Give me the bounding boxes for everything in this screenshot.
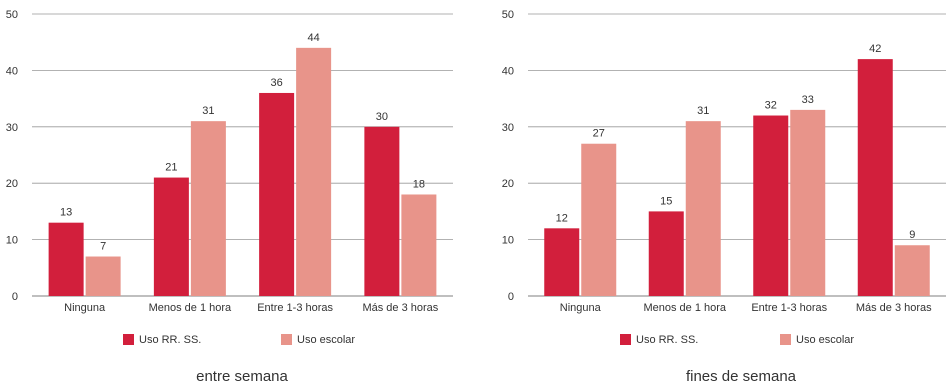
bar — [753, 115, 789, 297]
data-label: 44 — [308, 32, 320, 44]
y-tick-label: 20 — [6, 178, 18, 190]
data-label: 31 — [202, 105, 214, 117]
y-tick-label: 0 — [508, 291, 514, 303]
x-tick-label: Entre 1-3 horas — [751, 302, 827, 314]
legend-swatch — [123, 334, 134, 345]
legend-label: Uso RR. SS. — [139, 334, 201, 346]
data-label: 36 — [271, 77, 283, 89]
x-tick-label: Entre 1-3 horas — [257, 302, 333, 314]
y-tick-label: 20 — [502, 178, 514, 190]
bar — [364, 126, 400, 296]
data-label: 12 — [556, 212, 568, 224]
bar — [790, 109, 826, 296]
data-label: 30 — [376, 111, 388, 123]
y-tick-label: 30 — [6, 122, 18, 134]
chart-caption: fines de semana — [686, 368, 797, 385]
bar — [544, 228, 580, 296]
bar — [153, 177, 189, 296]
bar — [296, 47, 332, 297]
bar — [648, 211, 684, 296]
y-tick-label: 40 — [502, 65, 514, 77]
bar — [190, 121, 226, 296]
data-label: 15 — [660, 195, 672, 207]
data-label: 33 — [802, 94, 814, 106]
bar — [48, 222, 84, 296]
bar — [894, 245, 930, 296]
y-tick-label: 40 — [6, 65, 18, 77]
y-tick-label: 10 — [6, 235, 18, 247]
data-label: 32 — [765, 100, 777, 112]
bar — [401, 194, 437, 296]
chart-caption: entre semana — [196, 368, 288, 385]
bar — [581, 143, 617, 296]
data-label: 27 — [593, 128, 605, 140]
data-label: 18 — [413, 178, 425, 190]
y-tick-label: 0 — [12, 291, 18, 303]
bar — [259, 92, 295, 297]
x-tick-label: Más de 3 horas — [362, 302, 438, 314]
bar — [85, 256, 121, 296]
y-tick-label: 50 — [502, 9, 514, 21]
x-tick-label: Menos de 1 hora — [149, 302, 232, 314]
data-label: 42 — [869, 43, 881, 55]
legend-label: Uso escolar — [297, 334, 355, 346]
data-label: 21 — [165, 162, 177, 174]
data-label: 13 — [60, 207, 72, 219]
legend-swatch — [780, 334, 791, 345]
y-tick-label: 30 — [502, 122, 514, 134]
bar — [685, 121, 721, 296]
data-label: 7 — [100, 241, 106, 253]
legend-swatch — [281, 334, 292, 345]
data-label: 31 — [697, 105, 709, 117]
y-tick-label: 50 — [6, 9, 18, 21]
x-tick-label: Menos de 1 hora — [643, 302, 726, 314]
data-label: 9 — [909, 229, 915, 241]
x-tick-label: Ninguna — [64, 302, 106, 314]
legend-label: Uso RR. SS. — [636, 334, 698, 346]
bar — [857, 59, 893, 297]
y-tick-label: 10 — [502, 235, 514, 247]
x-tick-label: Más de 3 horas — [856, 302, 932, 314]
x-tick-label: Ninguna — [560, 302, 602, 314]
legend-label: Uso escolar — [796, 334, 854, 346]
legend-swatch — [620, 334, 631, 345]
